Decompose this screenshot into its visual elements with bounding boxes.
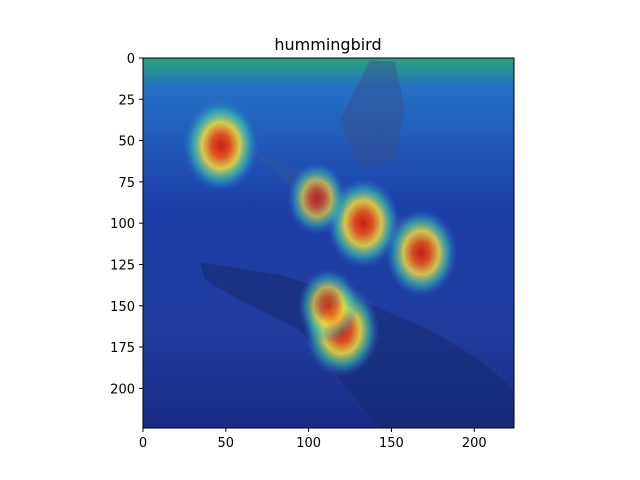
y-tick-label: 25	[118, 93, 135, 108]
hotspot-4	[297, 268, 360, 344]
y-tick-label: 100	[110, 217, 135, 232]
x-tick-label: 150	[379, 436, 404, 451]
hotspots-layer	[183, 99, 458, 377]
hotspot-0	[183, 99, 259, 192]
y-tick-label: 150	[110, 300, 135, 315]
x-tick-label: 100	[296, 436, 321, 451]
hotspot-5	[287, 162, 347, 235]
y-tick-label: 125	[110, 258, 135, 273]
x-tick-label: 0	[139, 436, 147, 451]
y-tick-label: 75	[118, 176, 135, 191]
y-axis: 0 25 50 75 100 125 150 175 200	[110, 52, 143, 397]
y-tick-label: 50	[118, 135, 135, 150]
x-axis: 0 50 100 150 200	[139, 428, 487, 451]
plot-frame	[142, 57, 515, 429]
hotspot-2	[385, 208, 458, 297]
x-tick-label: 50	[218, 436, 235, 451]
chart-title: hummingbird	[274, 35, 381, 54]
bird-wing-shape	[340, 60, 405, 170]
y-tick-label: 175	[110, 341, 135, 356]
y-tick-label: 200	[110, 382, 135, 397]
x-tick-label: 200	[462, 436, 487, 451]
y-tick-label: 0	[127, 52, 135, 67]
